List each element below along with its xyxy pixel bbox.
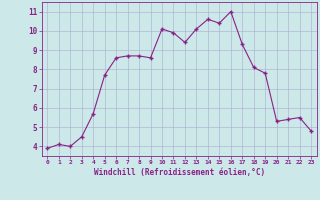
X-axis label: Windchill (Refroidissement éolien,°C): Windchill (Refroidissement éolien,°C) [94,168,265,177]
